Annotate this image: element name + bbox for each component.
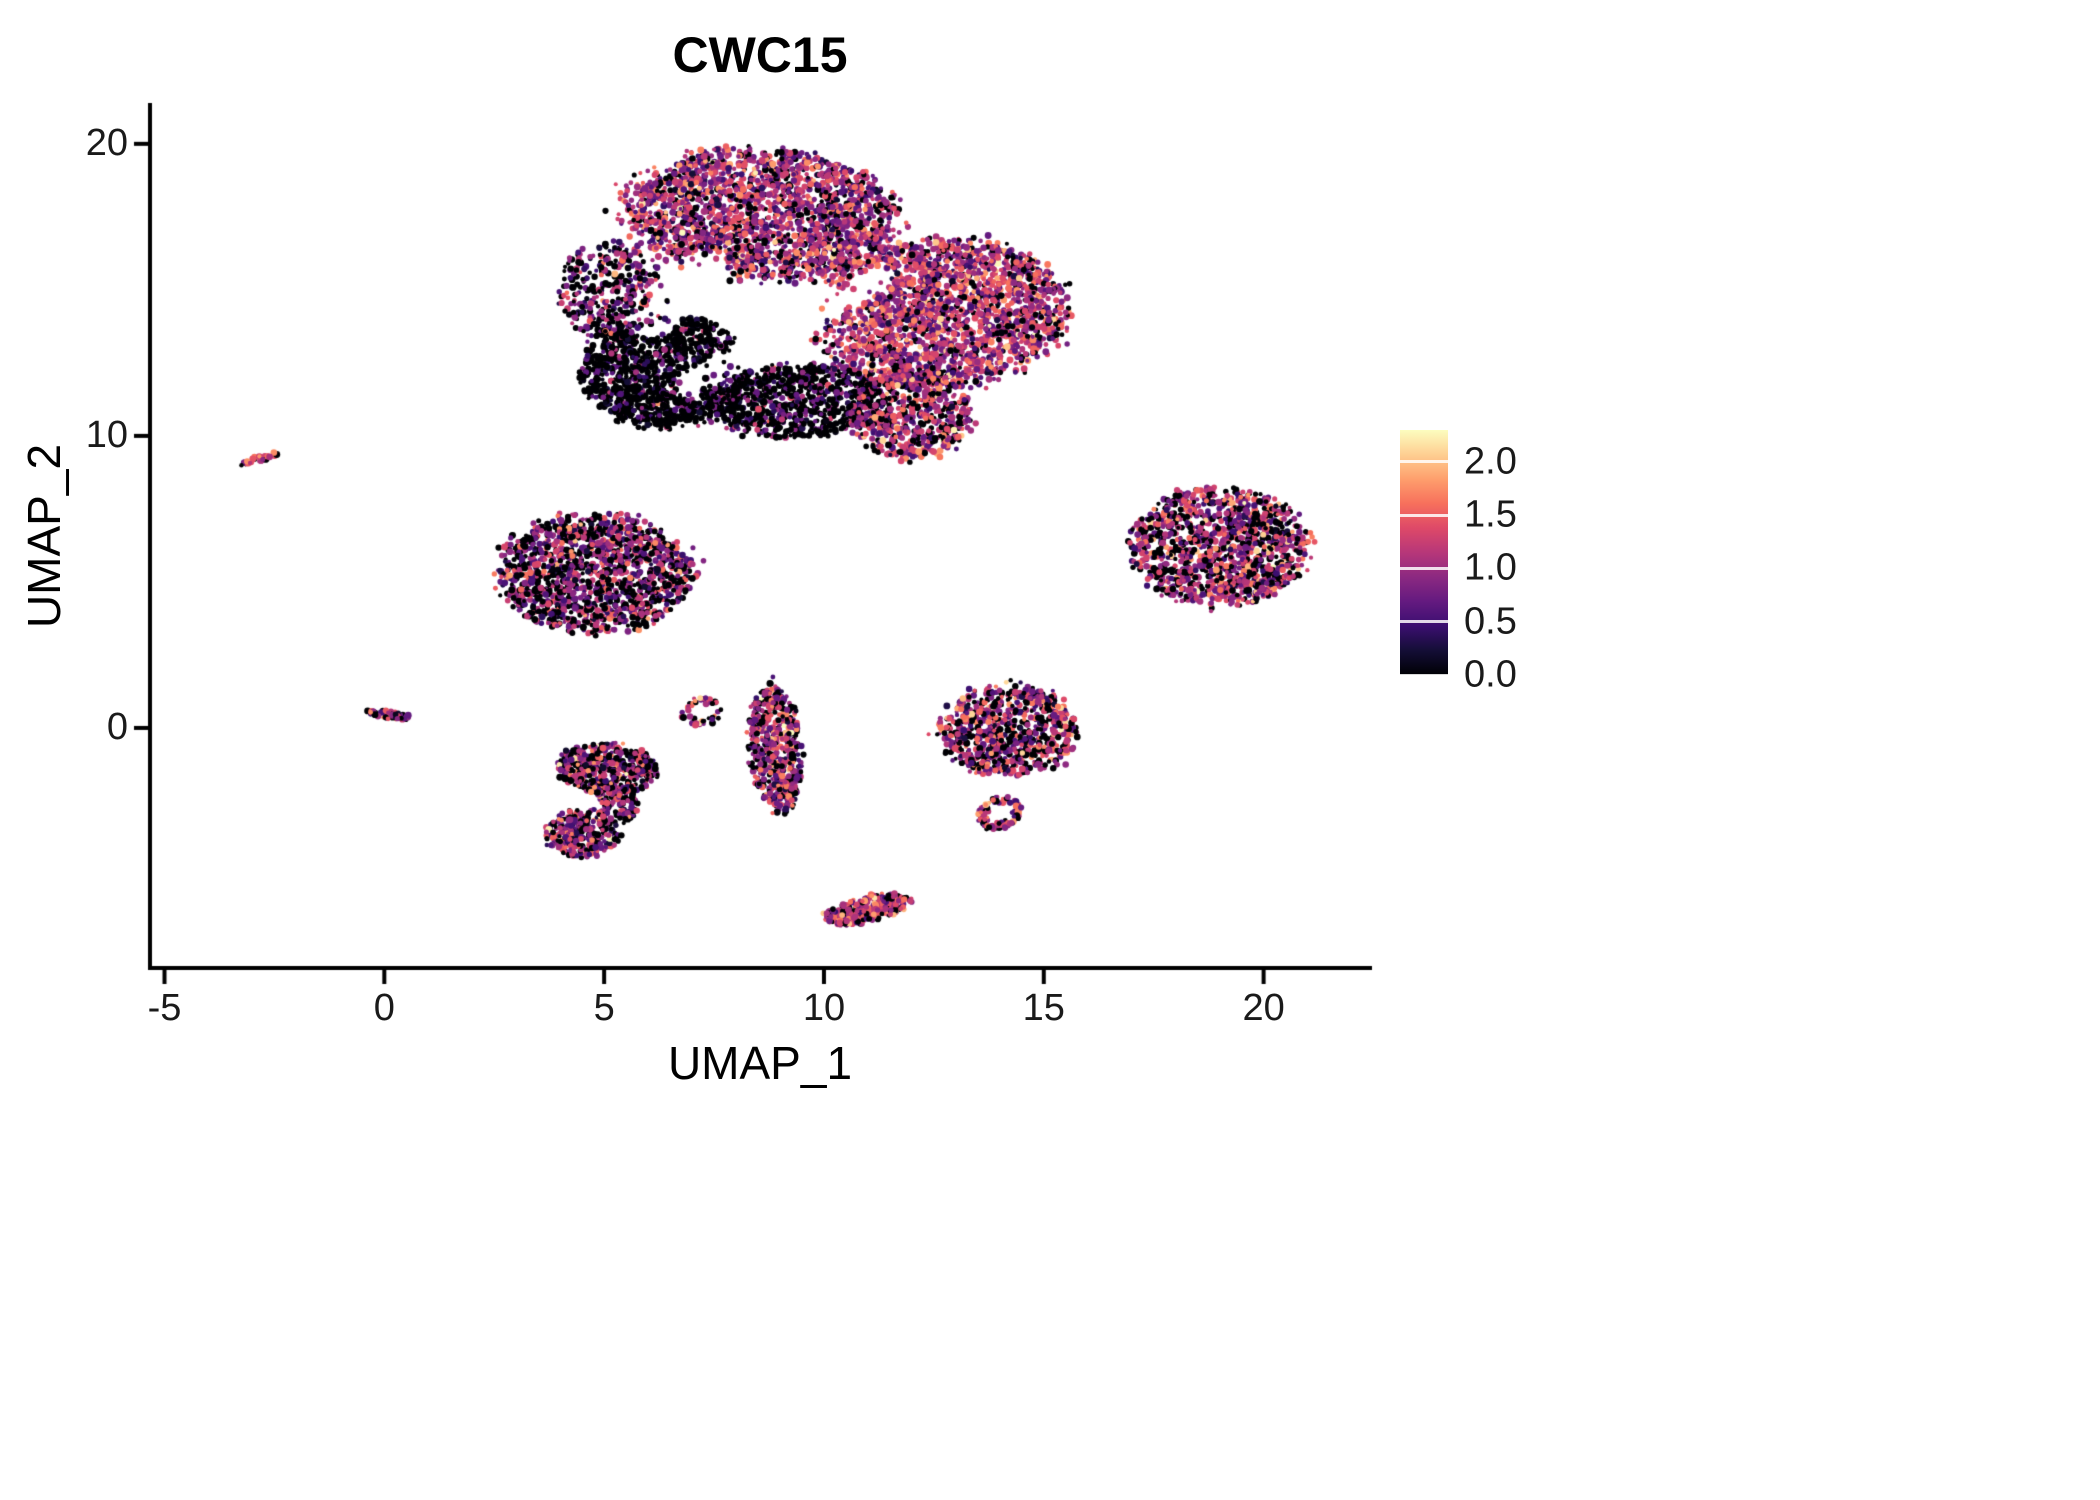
x-tick-label: 10 (802, 987, 846, 1029)
y-tick-label: 10 (85, 413, 128, 456)
colorbar-tick-label: 0.0 (1464, 653, 1517, 696)
x-tick-label: 20 (1242, 987, 1285, 1029)
x-tick-label: 5 (593, 987, 615, 1029)
colorbar-gradient (1400, 430, 1448, 675)
plot-title: CWC15 (672, 27, 848, 83)
x-tick-label: 15 (1022, 987, 1065, 1029)
colorbar-tick-label: 1.0 (1464, 546, 1517, 589)
colorbar-tick-mark (1400, 673, 1448, 677)
colorbar-tick-mark (1400, 513, 1448, 517)
y-axis-label: UMAP_2 (18, 443, 70, 629)
y-tick-label: 20 (85, 121, 128, 164)
colorbar-tick-label: 2.0 (1464, 440, 1517, 483)
colorbar-tick-mark (1400, 460, 1448, 464)
colorbar-tick-label: 0.5 (1464, 600, 1517, 643)
colorbar-tick-mark (1400, 566, 1448, 570)
y-tick-label: 0 (106, 706, 128, 749)
colorbar-tick-label: 1.5 (1464, 493, 1517, 536)
x-axis-label: UMAP_1 (667, 1037, 853, 1089)
x-tick-label: -5 (147, 987, 182, 1029)
x-tick-label: 0 (373, 987, 395, 1029)
colorbar-tick-mark (1400, 620, 1448, 624)
